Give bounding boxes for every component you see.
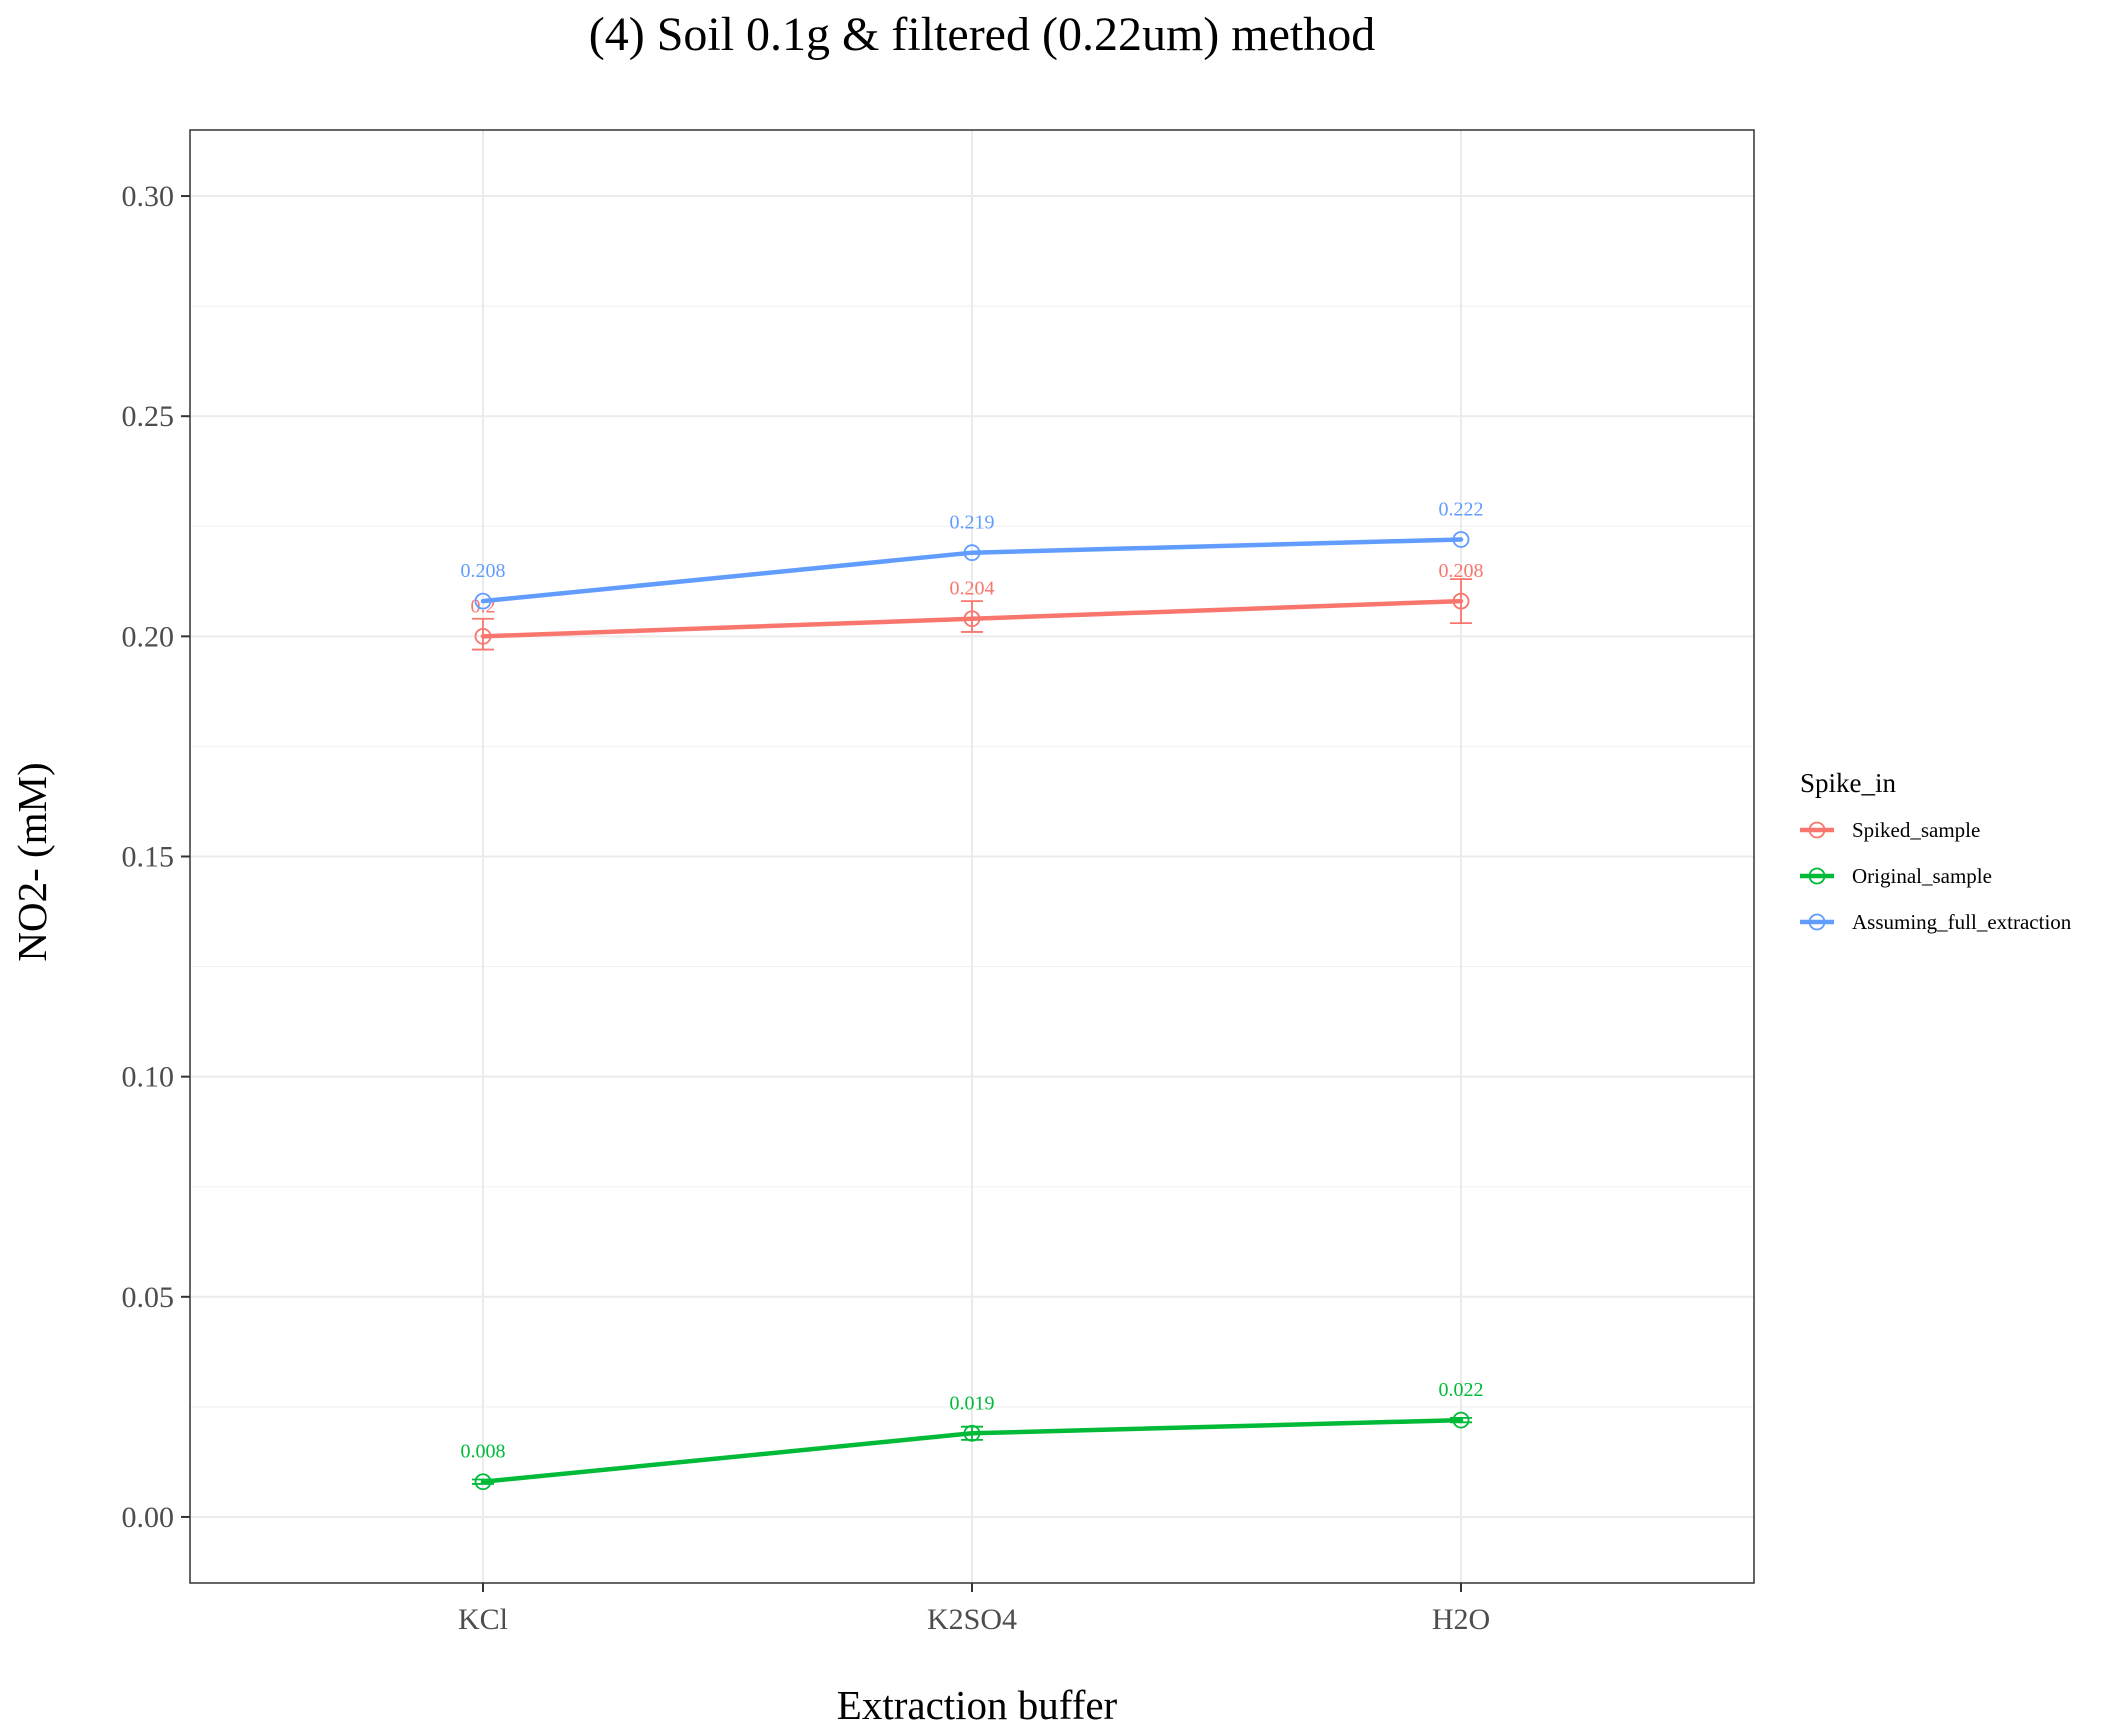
legend-item-Assuming_full_extraction: Assuming_full_extraction bbox=[1800, 910, 2072, 934]
series-line bbox=[480, 537, 1464, 604]
y-axis-title: NO2- (mM) bbox=[9, 762, 55, 961]
data-point bbox=[474, 592, 492, 610]
data-point bbox=[963, 544, 981, 562]
legend-label: Assuming_full_extraction bbox=[1852, 910, 2072, 934]
y-tick-label: 0.05 bbox=[122, 1281, 175, 1314]
y-axis: 0.00 0.05 0.10 0.15 0.20 0.25 0.30 bbox=[122, 180, 190, 1534]
grid-lines bbox=[190, 130, 1754, 1583]
series-Assuming_full_extraction: 0.208 0.219 0.222 bbox=[461, 498, 1484, 610]
legend-label: Spiked_sample bbox=[1852, 818, 1980, 842]
y-tick-label: 0.10 bbox=[122, 1061, 175, 1094]
y-tick-label: 0.00 bbox=[122, 1501, 175, 1534]
data-label: 0.019 bbox=[950, 1392, 995, 1414]
legend-key-point bbox=[1808, 867, 1826, 885]
y-tick-label: 0.15 bbox=[122, 841, 175, 874]
data-label: 0.022 bbox=[1439, 1379, 1484, 1401]
y-tick-label: 0.25 bbox=[122, 400, 175, 433]
legend-item-Original_sample: Original_sample bbox=[1800, 864, 1992, 888]
x-tick-label: K2SO4 bbox=[927, 1603, 1017, 1636]
data-point bbox=[1452, 531, 1470, 548]
legend-key-point bbox=[1808, 913, 1826, 931]
x-tick-label: H2O bbox=[1432, 1603, 1490, 1636]
data-point bbox=[963, 610, 981, 628]
data-label: 0.219 bbox=[950, 512, 995, 534]
data-label: 0.222 bbox=[1439, 498, 1484, 520]
data-point bbox=[474, 627, 492, 645]
data-point bbox=[1452, 592, 1470, 610]
data-label: 0.208 bbox=[1439, 560, 1484, 582]
data-point bbox=[474, 1473, 492, 1491]
legend-item-Spiked_sample: Spiked_sample bbox=[1800, 818, 1980, 842]
data-label: 0.204 bbox=[950, 578, 995, 600]
x-tick-label: KCl bbox=[458, 1603, 508, 1636]
series-Original_sample: 0.008 0.019 0.022 bbox=[461, 1379, 1484, 1491]
y-tick-label: 0.20 bbox=[122, 620, 175, 653]
data-label: 0.008 bbox=[461, 1441, 506, 1463]
series-layer: 0.20.2040.2080.2080.2190.2220.0080.0190.… bbox=[461, 498, 1484, 1491]
chart-title: (4) Soil 0.1g & filtered (0.22um) method bbox=[589, 8, 1376, 61]
data-label: 0.208 bbox=[461, 560, 506, 582]
data-point bbox=[1452, 1411, 1470, 1429]
legend-title: Spike_in bbox=[1800, 768, 1897, 798]
legend: Spike_in Spiked_sample Original_sample Ass… bbox=[1800, 768, 2072, 934]
legend-label: Original_sample bbox=[1852, 864, 1992, 888]
legend-key-point bbox=[1808, 821, 1826, 839]
y-tick-label: 0.30 bbox=[122, 180, 175, 213]
x-axis-title: Extraction buffer bbox=[837, 1682, 1118, 1728]
x-axis: KCl K2SO4 H2O bbox=[458, 1583, 1490, 1636]
data-point bbox=[963, 1424, 981, 1442]
